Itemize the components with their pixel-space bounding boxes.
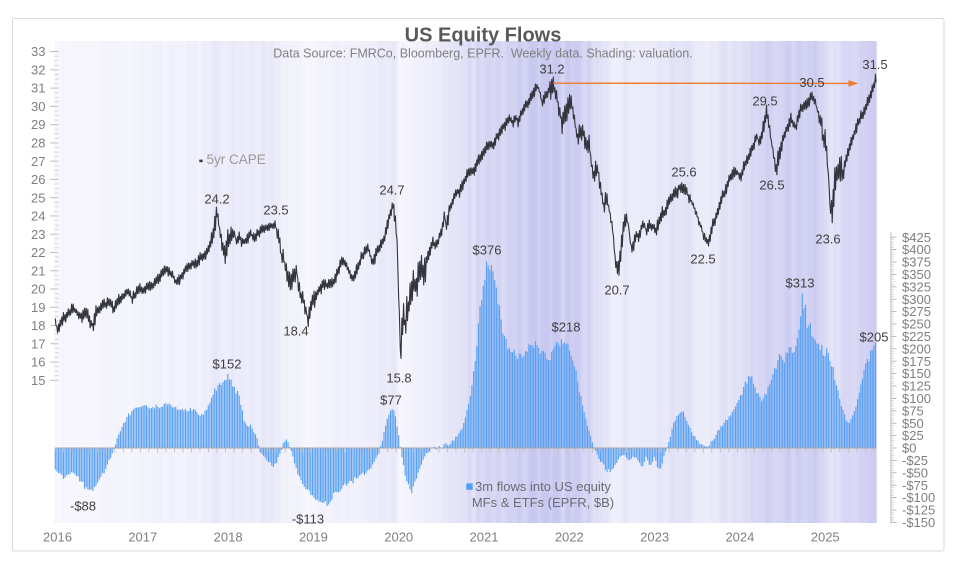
svg-text:2020: 2020	[384, 530, 413, 545]
svg-text:24: 24	[31, 209, 45, 224]
svg-text:-$25: -$25	[902, 453, 928, 468]
svg-text:$400: $400	[902, 242, 931, 257]
svg-text:-$113: -$113	[292, 512, 324, 527]
svg-text:23.6: 23.6	[815, 232, 840, 247]
svg-text:31: 31	[31, 81, 45, 96]
svg-text:30.5: 30.5	[799, 75, 824, 90]
svg-text:22.5: 22.5	[690, 252, 715, 267]
svg-text:$77: $77	[380, 393, 402, 408]
svg-text:2021: 2021	[470, 530, 499, 545]
svg-text:US Equity Flows: US Equity Flows	[405, 25, 562, 47]
svg-text:33: 33	[31, 44, 45, 59]
svg-text:16: 16	[31, 355, 45, 370]
svg-text:24.2: 24.2	[204, 192, 229, 207]
svg-text:$0: $0	[902, 441, 916, 456]
svg-text:18: 18	[31, 318, 45, 333]
svg-text:$313: $313	[786, 276, 815, 291]
svg-text:20.7: 20.7	[604, 283, 629, 298]
svg-text:2018: 2018	[214, 530, 243, 545]
svg-text:$152: $152	[213, 357, 242, 372]
svg-text:$150: $150	[902, 366, 931, 381]
svg-text:23: 23	[31, 227, 45, 242]
svg-text:$75: $75	[902, 403, 924, 418]
svg-text:-$125: -$125	[902, 503, 935, 518]
svg-text:32: 32	[31, 62, 45, 77]
svg-text:30: 30	[31, 99, 45, 114]
svg-text:21: 21	[31, 263, 45, 278]
svg-text:$375: $375	[902, 255, 931, 270]
svg-text:Data Source: FMRCo, Bloomberg,: Data Source: FMRCo, Bloomberg, EPFR. Wee…	[273, 46, 692, 60]
svg-text:$218: $218	[552, 320, 581, 335]
svg-text:MFs & ETFs (EPFR, $B): MFs & ETFs (EPFR, $B)	[472, 495, 614, 510]
svg-text:$200: $200	[902, 341, 931, 356]
svg-text:2017: 2017	[128, 530, 157, 545]
svg-text:$50: $50	[902, 416, 924, 431]
svg-text:20: 20	[31, 282, 45, 297]
svg-text:25: 25	[31, 190, 45, 205]
svg-text:$350: $350	[902, 267, 931, 282]
svg-text:$300: $300	[902, 292, 931, 307]
svg-text:2022: 2022	[555, 530, 584, 545]
svg-text:-$75: -$75	[902, 478, 928, 493]
svg-text:27: 27	[31, 154, 45, 169]
svg-text:2025: 2025	[811, 530, 840, 545]
svg-text:15.8: 15.8	[386, 371, 411, 386]
svg-text:2019: 2019	[299, 530, 328, 545]
svg-text:$125: $125	[902, 379, 931, 394]
svg-text:$175: $175	[902, 354, 931, 369]
svg-text:-$50: -$50	[902, 465, 928, 480]
svg-text:29: 29	[31, 117, 45, 132]
svg-text:26.5: 26.5	[759, 178, 784, 193]
svg-text:2023: 2023	[640, 530, 669, 545]
svg-text:$250: $250	[902, 317, 931, 332]
svg-text:15: 15	[31, 373, 45, 388]
svg-text:$225: $225	[902, 329, 931, 344]
svg-text:$275: $275	[902, 304, 931, 319]
svg-text:17: 17	[31, 336, 45, 351]
svg-text:31.5: 31.5	[862, 57, 887, 72]
svg-text:25.6: 25.6	[671, 165, 696, 180]
svg-text:5yr CAPE: 5yr CAPE	[207, 152, 266, 167]
svg-text:$325: $325	[902, 279, 931, 294]
svg-text:$25: $25	[902, 428, 924, 443]
svg-text:3m flows into US equity: 3m flows into US equity	[475, 479, 611, 494]
svg-text:24.7: 24.7	[379, 183, 404, 198]
svg-text:-$150: -$150	[902, 515, 935, 530]
svg-text:26: 26	[31, 172, 45, 187]
svg-text:-$88: -$88	[70, 499, 96, 514]
svg-text:31.2: 31.2	[539, 62, 564, 77]
svg-text:$425: $425	[902, 230, 931, 245]
svg-text:29.5: 29.5	[752, 94, 777, 109]
svg-text:2016: 2016	[43, 530, 72, 545]
svg-text:22: 22	[31, 245, 45, 260]
svg-text:18.4: 18.4	[283, 324, 308, 339]
svg-text:$376: $376	[473, 243, 502, 258]
svg-text:$205: $205	[860, 330, 889, 345]
svg-text:19: 19	[31, 300, 45, 315]
svg-text:-$100: -$100	[902, 490, 935, 505]
svg-text:$100: $100	[902, 391, 931, 406]
svg-text:2024: 2024	[725, 530, 754, 545]
svg-text:23.5: 23.5	[263, 203, 288, 218]
svg-text:28: 28	[31, 136, 45, 151]
